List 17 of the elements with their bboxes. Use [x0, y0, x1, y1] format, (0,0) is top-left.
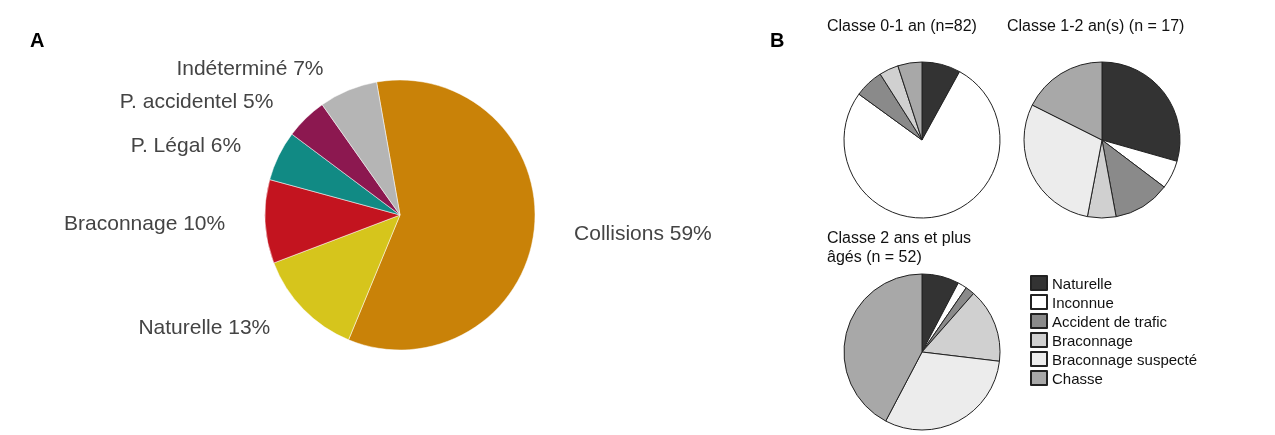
- legend-label: Braconnage: [1052, 331, 1133, 349]
- legend-label: Naturelle: [1052, 274, 1113, 292]
- text: A: [30, 29, 45, 51]
- slice-label: Collisions 59%: [574, 220, 712, 244]
- slice-label: Classe 2 ans et plus âgés (n = 52): [827, 229, 976, 265]
- text: B: [770, 29, 785, 51]
- slice-label: Classe 0-1 an (n=82): [827, 17, 977, 34]
- legend-label: Accident de trafic: [1052, 312, 1168, 330]
- legend-label: Braconnage suspecté: [1052, 350, 1198, 368]
- slice-label: Braconnage 10%: [64, 211, 226, 235]
- legend-label: Inconnue: [1052, 293, 1114, 311]
- slice-label: Classe 1-2 an(s) (n = 17): [1007, 17, 1185, 34]
- slice-label: Indéterminé 7%: [176, 55, 324, 79]
- slice-label: P. Légal 6%: [130, 133, 242, 157]
- slice-label: Naturelle 13%: [138, 315, 271, 339]
- slice-label: P. accidentel 5%: [119, 88, 274, 112]
- legend-label: Chasse: [1052, 369, 1103, 387]
